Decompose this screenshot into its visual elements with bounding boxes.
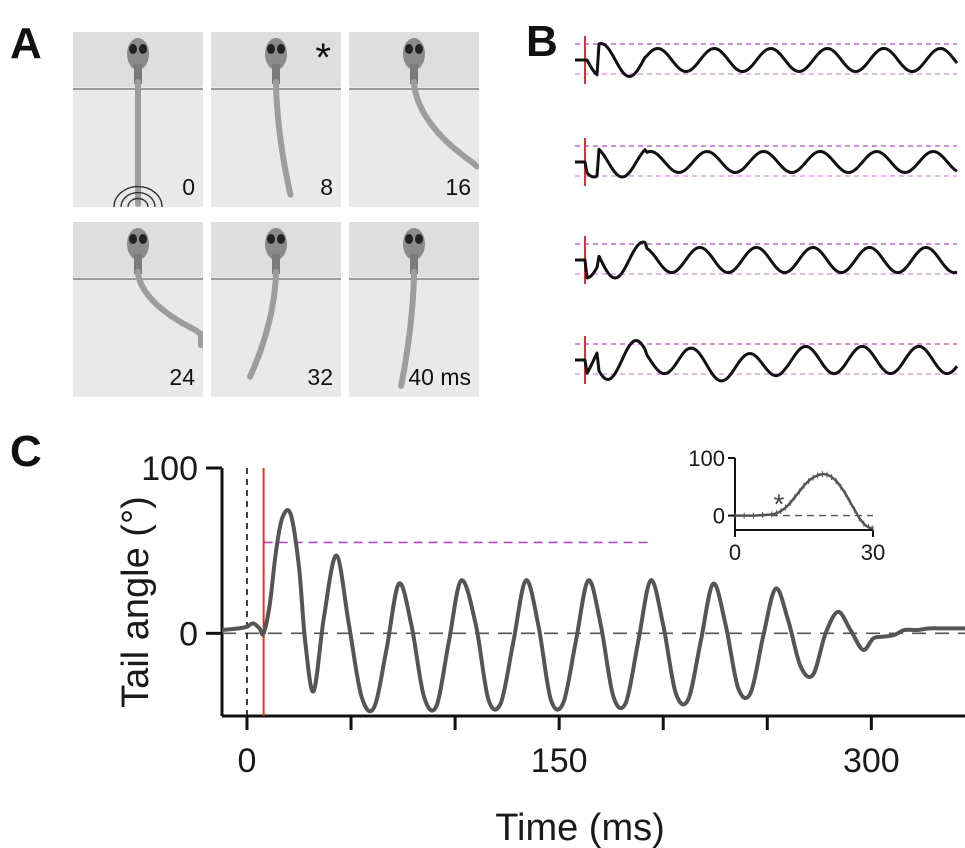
asterisk-mark: * — [315, 36, 331, 80]
panel-letter-a: A — [10, 19, 42, 68]
x-tick-label: 0 — [238, 742, 257, 780]
larva-eye-right — [139, 234, 147, 244]
frame-time-label: 24 — [169, 364, 195, 390]
inset-x-tick-label: 0 — [729, 540, 741, 565]
larva-image — [349, 32, 479, 207]
larva-image — [211, 32, 341, 207]
x-tick-label: 150 — [531, 742, 588, 780]
larva-tail — [398, 269, 417, 389]
larva-tail — [247, 269, 279, 380]
larva-eye-left — [267, 234, 275, 244]
frame-0: 0 — [73, 32, 203, 207]
inset-x-tick-label: 30 — [861, 540, 885, 565]
frame-3: 24 — [73, 222, 203, 397]
y-axis-label: Tail angle (°) — [115, 496, 157, 708]
larva-body — [410, 64, 418, 84]
stimulus-ring — [113, 185, 163, 207]
larva-body — [272, 254, 280, 274]
larva-tail — [273, 79, 294, 198]
y-tick-label: 0 — [179, 615, 198, 653]
larva-eye-right — [415, 44, 423, 54]
frame-time-label: 32 — [307, 364, 333, 390]
larva-eye-right — [139, 44, 147, 54]
tail-angle-line — [221, 508, 965, 714]
frame-time-label: 16 — [445, 174, 471, 200]
inset-line — [735, 472, 874, 530]
larva-body — [410, 254, 418, 274]
tail-angle-trace — [575, 42, 959, 78]
panel-b-traces — [575, 36, 959, 384]
larva-image — [211, 222, 341, 397]
trace-group — [575, 336, 959, 384]
larva-eye-right — [277, 234, 285, 244]
frame-time-label: 40 ms — [408, 364, 471, 390]
larva-body — [134, 64, 142, 84]
larva-eye-right — [277, 44, 285, 54]
larva-eye-left — [129, 234, 137, 244]
panel-letter-b: B — [526, 17, 558, 66]
frame-2: 16 — [349, 32, 479, 207]
tail-angle-trace — [575, 240, 958, 280]
x-axis-label: Time (ms) — [495, 807, 665, 848]
y-tick-label: 100 — [141, 450, 198, 488]
inset-y-tick-label: 100 — [688, 446, 725, 471]
frame-time-label: 0 — [182, 174, 195, 200]
tail-angle-trace — [575, 339, 959, 383]
larva-body — [134, 254, 142, 274]
x-tick-label: 300 — [843, 742, 900, 780]
trace-group — [575, 236, 958, 284]
panel-letter-c: C — [10, 427, 42, 476]
tail-angle-trace — [575, 147, 958, 179]
inset-asterisk: * — [774, 489, 785, 520]
frame-4: 32 — [211, 222, 341, 397]
stimulus-ring — [127, 197, 149, 207]
inset-y-tick-label: 0 — [713, 504, 725, 529]
larva-image — [73, 222, 203, 397]
larva-eye-left — [129, 44, 137, 54]
frame-1: * 8 — [211, 32, 341, 207]
larva-tail — [411, 79, 479, 170]
frame-time-label: 8 — [320, 174, 333, 200]
trace-group — [575, 138, 958, 186]
stimulus-ring — [120, 191, 156, 207]
larva-tail — [135, 269, 203, 349]
larva-body — [272, 64, 280, 84]
larva-eye-left — [405, 44, 413, 54]
larva-image — [349, 222, 479, 397]
frame-5: 40 ms — [349, 222, 479, 397]
larva-eye-left — [267, 44, 275, 54]
trace-group — [575, 36, 959, 84]
larva-eye-right — [415, 234, 423, 244]
larva-image — [73, 32, 203, 207]
larva-eye-left — [405, 234, 413, 244]
